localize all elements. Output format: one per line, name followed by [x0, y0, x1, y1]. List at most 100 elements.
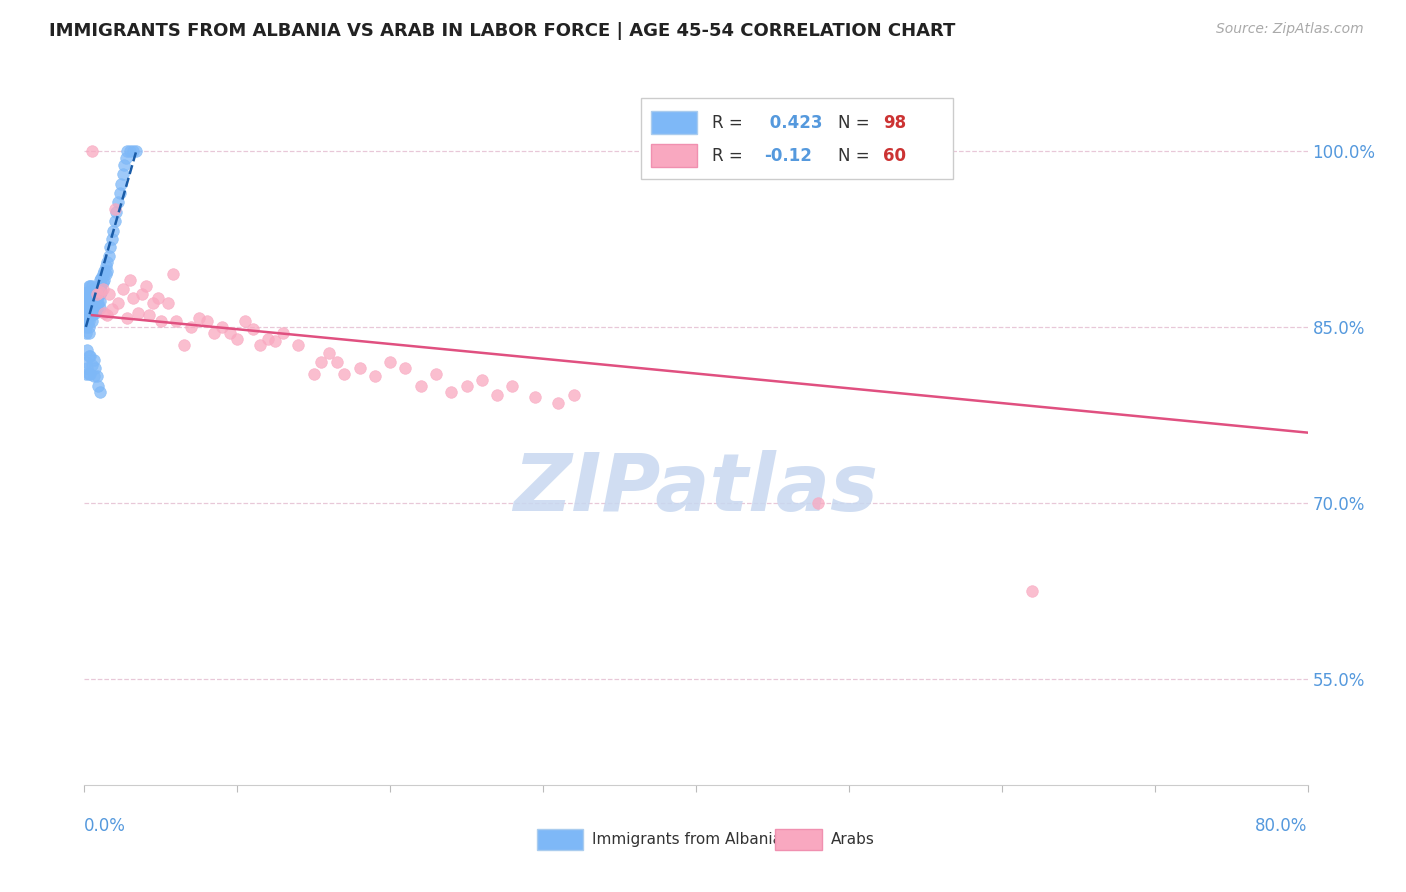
- Point: [122, 291, 145, 305]
- Point: [471, 373, 494, 387]
- Text: 98: 98: [883, 113, 907, 131]
- Point: [77, 367, 100, 381]
- Point: [96, 263, 118, 277]
- Point: [90, 285, 112, 299]
- Point: [131, 287, 153, 301]
- Text: 80.0%: 80.0%: [1256, 817, 1308, 835]
- Point: [77, 308, 100, 322]
- Point: [93, 273, 115, 287]
- Point: [79, 349, 101, 363]
- Point: [122, 144, 145, 158]
- Point: [87, 289, 110, 303]
- Point: [97, 287, 120, 301]
- Point: [107, 195, 129, 210]
- Text: Source: ZipAtlas.com: Source: ZipAtlas.com: [1216, 22, 1364, 37]
- Point: [80, 144, 103, 158]
- Point: [188, 310, 211, 325]
- Point: [111, 282, 134, 296]
- Text: N =: N =: [838, 113, 875, 131]
- Point: [84, 282, 107, 296]
- Point: [349, 361, 371, 376]
- Point: [86, 289, 108, 303]
- FancyBboxPatch shape: [641, 98, 953, 179]
- Point: [325, 355, 347, 369]
- Point: [84, 300, 107, 314]
- Point: [1021, 584, 1043, 599]
- Point: [165, 314, 187, 328]
- Point: [562, 388, 585, 402]
- Point: [80, 285, 103, 299]
- Point: [394, 361, 416, 376]
- Text: 0.423: 0.423: [765, 113, 823, 131]
- Point: [76, 361, 98, 376]
- Point: [83, 352, 105, 367]
- Point: [79, 302, 101, 317]
- Point: [75, 367, 97, 381]
- Point: [77, 302, 100, 317]
- Point: [83, 282, 105, 296]
- Point: [105, 204, 128, 219]
- Text: Immigrants from Albania: Immigrants from Albania: [592, 832, 782, 847]
- Point: [75, 296, 97, 310]
- FancyBboxPatch shape: [537, 830, 583, 850]
- Text: 0.0%: 0.0%: [84, 817, 127, 835]
- Point: [107, 296, 129, 310]
- Point: [83, 288, 105, 302]
- Point: [76, 296, 98, 310]
- Point: [76, 308, 98, 322]
- Point: [456, 378, 478, 392]
- Point: [76, 302, 98, 317]
- Point: [83, 369, 105, 384]
- Point: [264, 334, 287, 348]
- Text: IMMIGRANTS FROM ALBANIA VS ARAB IN LABOR FORCE | AGE 45-54 CORRELATION CHART: IMMIGRANTS FROM ALBANIA VS ARAB IN LABOR…: [49, 22, 956, 40]
- Point: [76, 314, 98, 328]
- Point: [76, 343, 98, 358]
- Point: [79, 367, 101, 381]
- Point: [162, 267, 184, 281]
- Point: [84, 306, 107, 320]
- Point: [103, 224, 125, 238]
- Point: [91, 282, 114, 296]
- Point: [287, 337, 309, 351]
- Point: [87, 296, 110, 310]
- Point: [364, 369, 387, 384]
- Point: [89, 280, 111, 294]
- Point: [807, 496, 830, 510]
- Point: [271, 326, 294, 340]
- Point: [75, 355, 97, 369]
- Point: [75, 314, 97, 328]
- Point: [125, 144, 148, 158]
- Point: [135, 278, 157, 293]
- Point: [77, 314, 100, 328]
- Point: [77, 326, 100, 340]
- Point: [87, 282, 110, 296]
- Point: [89, 273, 111, 287]
- Point: [333, 367, 356, 381]
- Point: [127, 306, 149, 320]
- Point: [89, 285, 111, 299]
- Point: [157, 296, 180, 310]
- Point: [79, 278, 101, 293]
- Point: [80, 296, 103, 310]
- Point: [84, 294, 107, 309]
- Point: [142, 296, 165, 310]
- Point: [249, 337, 271, 351]
- Point: [79, 296, 101, 310]
- FancyBboxPatch shape: [651, 145, 697, 167]
- Point: [90, 277, 112, 292]
- Point: [311, 355, 333, 369]
- Point: [77, 349, 100, 363]
- Point: [75, 291, 97, 305]
- Point: [77, 278, 100, 293]
- Point: [114, 151, 136, 165]
- Point: [108, 186, 131, 200]
- Point: [202, 326, 225, 340]
- Point: [80, 291, 103, 305]
- Point: [146, 291, 169, 305]
- Point: [91, 275, 114, 289]
- Point: [218, 326, 240, 340]
- Text: ZIPatlas: ZIPatlas: [513, 450, 879, 528]
- Text: R =: R =: [711, 113, 748, 131]
- Point: [94, 259, 117, 273]
- Point: [91, 267, 114, 281]
